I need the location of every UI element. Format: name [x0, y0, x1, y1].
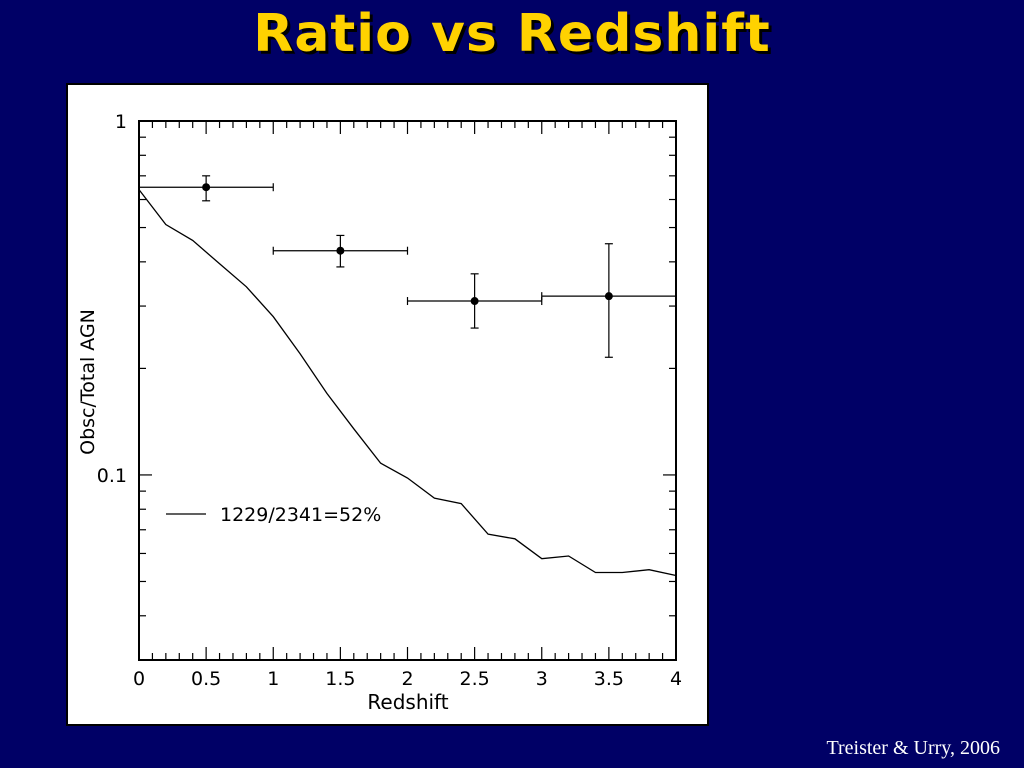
data-point	[470, 297, 479, 306]
y-axis-label: Obsc/Total AGN	[77, 309, 99, 455]
data-point	[202, 183, 211, 192]
x-tick-label: 0.5	[191, 668, 221, 690]
x-axis-label: Redshift	[367, 690, 448, 714]
x-tick-label: 1	[267, 668, 279, 690]
data-point	[336, 246, 345, 255]
y-tick-label: 1	[115, 111, 127, 133]
x-tick-label: 2	[401, 668, 413, 690]
ratio-redshift-chart: 0 0.5 1 1.5 2 2.5 3 3.5 4 0.1 1 1229/2341=52% Reds…	[77, 111, 682, 714]
x-tick-label: 3	[536, 668, 548, 690]
citation: Treister & Urry, 2006	[826, 737, 1000, 759]
x-tick-label: 4	[670, 668, 682, 690]
x-tick-label: 0	[133, 668, 145, 690]
legend-label: 1229/2341=52%	[220, 504, 381, 526]
y-tick-label: 0.1	[97, 465, 127, 487]
x-tick-label: 3.5	[594, 668, 624, 690]
slide-title: Ratio vs Redshift	[253, 4, 771, 64]
model-curve	[138, 189, 677, 577]
x-tick-label: 1.5	[325, 668, 355, 690]
data-point	[604, 292, 613, 301]
plot-frame	[138, 120, 677, 661]
x-tick-label: 2.5	[460, 668, 490, 690]
figure-panel: 0 0.5 1 1.5 2 2.5 3 3.5 4 0.1 1 1229/2341=52% Reds…	[66, 83, 709, 726]
